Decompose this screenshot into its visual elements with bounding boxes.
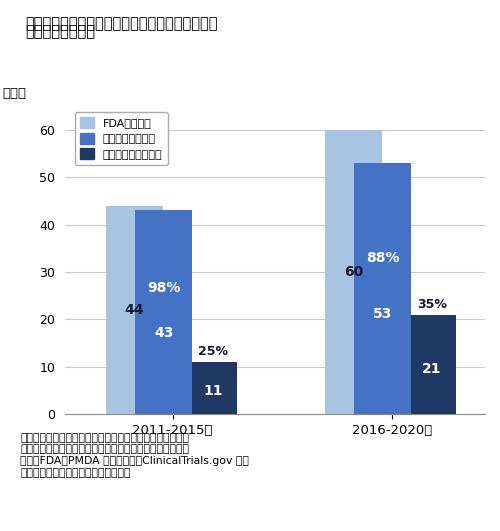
Text: 出所：FDA、PMDA の公開情報、ClinicalTrials.gov をも: 出所：FDA、PMDA の公開情報、ClinicalTrials.gov をも: [20, 456, 249, 466]
Bar: [408, 315, 456, 414]
Bar: [354, 163, 411, 414]
Bar: [189, 362, 236, 414]
Text: とに医薬産業政策研究所にて作成: とに医薬産業政策研究所にて作成: [20, 468, 130, 478]
Bar: [325, 130, 382, 414]
Legend: FDA承認品目, 国際共同治験品目, 日本地域組入れ品目: FDA承認品目, 国際共同治験品目, 日本地域組入れ品目: [75, 112, 168, 165]
Text: 88%: 88%: [366, 252, 400, 266]
Text: 53: 53: [373, 307, 392, 321]
Text: 注：２か国以上を組入れている試験を国際共同臨床試験と: 注：２か国以上を組入れている試験を国際共同臨床試験と: [20, 433, 189, 443]
Y-axis label: 品目数: 品目数: [2, 87, 26, 100]
Text: 21: 21: [422, 362, 442, 376]
Text: 35%: 35%: [417, 298, 447, 311]
Text: 60: 60: [344, 265, 363, 279]
Text: 図４　抗悪性腫瘍剤のピボタル試験への日本地域: 図４ 抗悪性腫瘍剤のピボタル試験への日本地域: [25, 16, 218, 31]
Text: 組入れ状況: 組入れ状況: [25, 24, 95, 39]
Text: 98%: 98%: [147, 281, 180, 295]
Text: 44: 44: [124, 303, 144, 317]
Text: した。複数の試験がある場合は後期臨床相を集計した: した。複数の試験がある場合は後期臨床相を集計した: [20, 444, 189, 455]
Bar: [106, 205, 162, 414]
Text: 11: 11: [203, 384, 222, 398]
Text: 43: 43: [154, 326, 174, 340]
Text: 25%: 25%: [198, 345, 228, 358]
Bar: [136, 210, 192, 414]
